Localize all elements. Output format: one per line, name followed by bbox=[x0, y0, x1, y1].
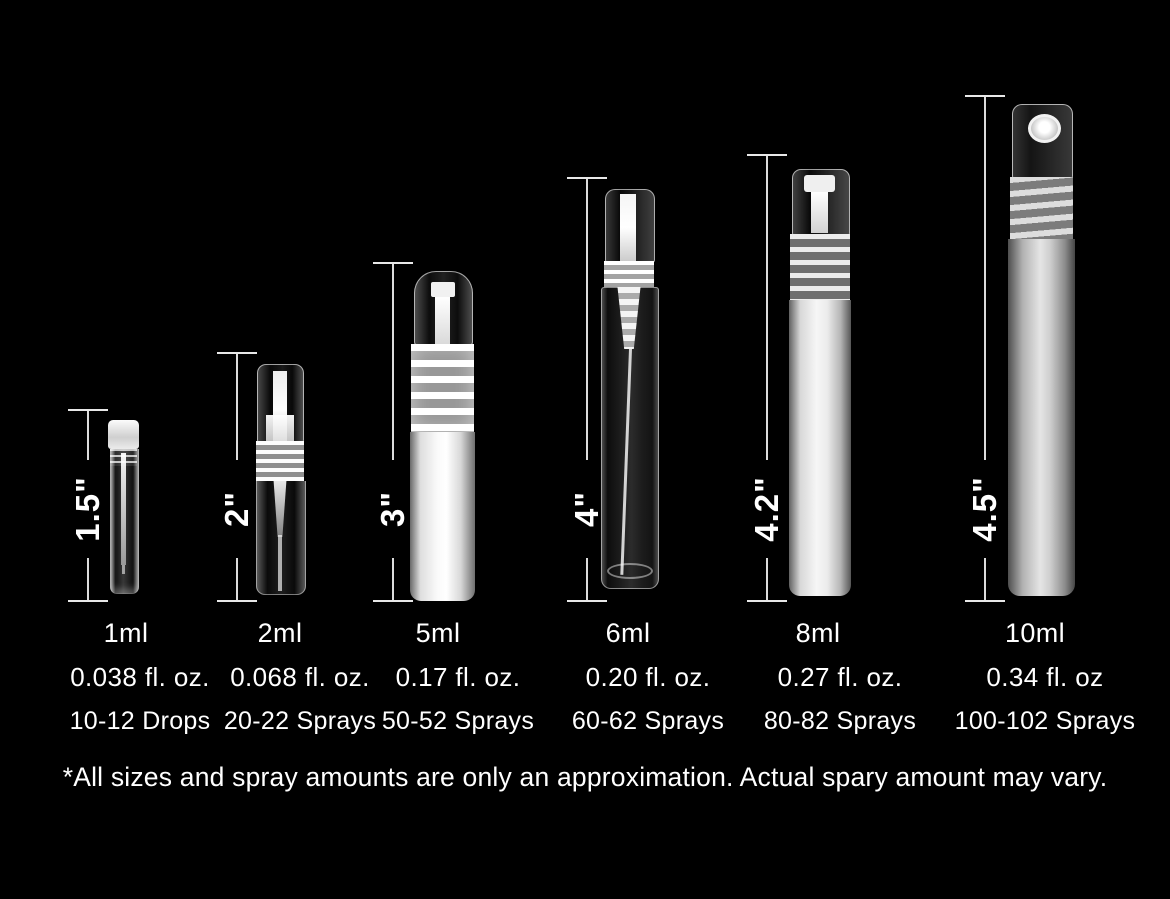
dimension-bottom-tick bbox=[965, 600, 1005, 602]
height-label: 2" bbox=[218, 491, 255, 527]
spray-pump bbox=[811, 192, 828, 233]
dimension-line-segment bbox=[766, 156, 768, 460]
dimension-top-tick bbox=[373, 262, 413, 264]
product-labels-6ml: 6ml 0.20 fl. oz. 60-62 Sprays bbox=[528, 618, 768, 748]
volume-label: 10ml bbox=[1004, 618, 1066, 648]
product-labels-2ml: 2ml 0.068 fl. oz. 20-22 Sprays bbox=[180, 618, 420, 748]
height-label: 4.2" bbox=[748, 476, 785, 542]
volume-label: 1ml bbox=[103, 618, 149, 648]
dimension-bottom-tick bbox=[373, 600, 413, 602]
bottle-photo-6ml bbox=[601, 189, 659, 596]
volume-label: 8ml bbox=[795, 618, 841, 648]
spray-count-label: 10-12 Drops bbox=[69, 707, 211, 735]
spray-head bbox=[804, 175, 835, 192]
volume-label: 6ml bbox=[605, 618, 651, 648]
bottle-body bbox=[1008, 239, 1075, 596]
bottle-photo-10ml bbox=[1008, 104, 1075, 596]
bottle-cap bbox=[108, 420, 139, 449]
bottle-photo-2ml bbox=[254, 364, 306, 596]
height-label: 1.5" bbox=[69, 476, 106, 542]
dimension-line-segment bbox=[392, 264, 394, 460]
volume-label: 2ml bbox=[257, 618, 303, 648]
fluid-ounce-label: 0.038 fl. oz. bbox=[70, 662, 210, 692]
dip-tube bbox=[278, 535, 282, 591]
dimension-line-2ml: 2" bbox=[217, 352, 257, 602]
dimension-line-8ml: 4.2" bbox=[747, 154, 787, 602]
product-labels-10ml: 10ml 0.34 fl. oz 100-102 Sprays bbox=[915, 618, 1170, 748]
product-labels-8ml: 8ml 0.27 fl. oz. 80-82 Sprays bbox=[720, 618, 960, 748]
fluid-ounce-label: 0.17 fl. oz. bbox=[395, 662, 521, 692]
dimension-line-segment bbox=[766, 558, 768, 600]
bottle-body bbox=[789, 300, 851, 596]
dimension-top-tick bbox=[217, 352, 257, 354]
fluid-ounce-label: 0.27 fl. oz. bbox=[777, 662, 903, 692]
ribbed-collar bbox=[604, 261, 654, 287]
spray-count-label: 20-22 Sprays bbox=[223, 707, 377, 735]
dimension-line-5ml: 3" bbox=[373, 262, 413, 602]
applicator-rod bbox=[121, 453, 126, 574]
bottle-body bbox=[410, 432, 475, 601]
product-labels-1ml: 1ml 0.038 fl. oz. 10-12 Drops bbox=[20, 618, 260, 748]
dimension-line-segment bbox=[586, 179, 588, 460]
ribbed-collar bbox=[1010, 177, 1073, 239]
dimension-line-segment bbox=[984, 97, 986, 460]
spray-count-label: 80-82 Sprays bbox=[763, 707, 917, 735]
ribbed-collar bbox=[256, 441, 304, 481]
dimension-top-tick bbox=[567, 177, 607, 179]
bottle-photo-5ml bbox=[410, 271, 475, 601]
pump-taper bbox=[273, 481, 287, 537]
height-label: 3" bbox=[374, 491, 411, 527]
dimension-line-segment bbox=[87, 558, 89, 600]
spray-pump bbox=[620, 194, 636, 261]
spray-count-label: 100-102 Sprays bbox=[954, 707, 1136, 735]
bottle-base-ring bbox=[607, 563, 653, 579]
spray-head bbox=[431, 282, 455, 297]
volume-label: 5ml bbox=[415, 618, 461, 648]
dimension-top-tick bbox=[747, 154, 787, 156]
dimension-line-segment bbox=[87, 411, 89, 460]
pump-taper bbox=[617, 287, 641, 349]
product-labels-5ml: 5ml 0.17 fl. oz. 50-52 Sprays bbox=[338, 618, 578, 748]
dimension-bottom-tick bbox=[747, 600, 787, 602]
dimension-line-1ml: 1.5" bbox=[68, 409, 108, 602]
dimension-top-tick bbox=[68, 409, 108, 411]
fluid-ounce-label: 0.068 fl. oz. bbox=[230, 662, 370, 692]
spray-nozzle bbox=[1028, 114, 1061, 143]
spray-count-label: 60-62 Sprays bbox=[571, 707, 725, 735]
dimension-line-segment bbox=[392, 558, 394, 600]
dimension-line-10ml: 4.5" bbox=[965, 95, 1005, 602]
dimension-line-segment bbox=[236, 558, 238, 600]
spray-pump bbox=[266, 371, 294, 443]
bottle-photo-8ml bbox=[789, 169, 851, 596]
fluid-ounce-label: 0.20 fl. oz. bbox=[585, 662, 711, 692]
dimension-line-segment bbox=[236, 354, 238, 460]
dimension-bottom-tick bbox=[68, 600, 108, 602]
fluid-ounce-label: 0.34 fl. oz bbox=[986, 662, 1104, 692]
spray-pump bbox=[435, 297, 450, 344]
dimension-line-6ml: 4" bbox=[567, 177, 607, 602]
ribbed-collar bbox=[790, 234, 850, 300]
disclaimer-text: *All sizes and spray amounts are only an… bbox=[62, 762, 1108, 792]
ribbed-collar bbox=[411, 344, 474, 432]
dimension-line-segment bbox=[984, 558, 986, 600]
height-label: 4.5" bbox=[966, 476, 1003, 542]
dimension-line-segment bbox=[586, 558, 588, 600]
dimension-bottom-tick bbox=[567, 600, 607, 602]
dimension-bottom-tick bbox=[217, 600, 257, 602]
spray-count-label: 50-52 Sprays bbox=[381, 707, 535, 735]
dimension-top-tick bbox=[965, 95, 1005, 97]
bottle-photo-1ml bbox=[106, 420, 142, 594]
